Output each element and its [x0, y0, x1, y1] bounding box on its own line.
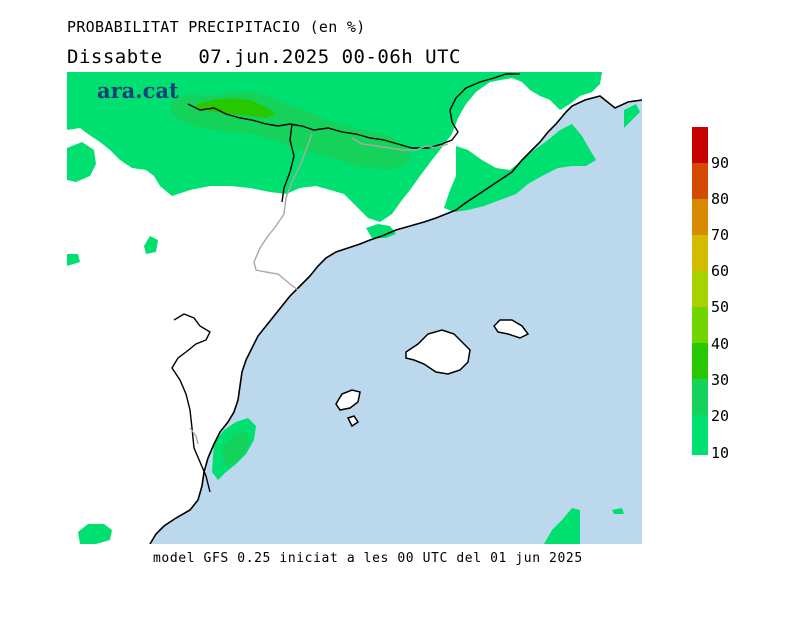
island-menorca	[493, 319, 530, 339]
legend-label: 80	[711, 190, 730, 208]
chart-title: PROBABILITAT PRECIPITACIO (en %)	[67, 18, 366, 36]
legend-label: 20	[711, 407, 730, 425]
legend-band-90	[692, 127, 708, 163]
border-france-spain	[187, 73, 520, 149]
province-borders	[189, 133, 449, 445]
coastline	[149, 95, 642, 544]
land-mainland	[67, 72, 642, 544]
island-mallorca	[405, 329, 471, 375]
legend-band-50	[692, 271, 708, 307]
legend-band-80	[692, 163, 708, 199]
legend-band-20	[692, 379, 708, 415]
precip-30-40-areas	[196, 98, 276, 118]
legend-band-30	[692, 343, 708, 379]
legend-label: 90	[711, 154, 730, 172]
forecast-period: Dissabte 07.jun.2025 00-06h UTC	[67, 46, 461, 68]
legend-band-60	[692, 235, 708, 271]
precipitation-map	[67, 72, 642, 544]
legend-band-70	[692, 199, 708, 235]
legend-label: 50	[711, 298, 730, 316]
model-info: model GFS 0.25 iniciat a les 00 UTC del …	[153, 551, 583, 566]
island-formentera	[346, 415, 360, 428]
border-west	[171, 313, 211, 493]
ara-cat-logo: ara.cat	[97, 78, 179, 103]
border-aragon-catalonia	[281, 123, 295, 203]
legend-label: 10	[711, 444, 730, 462]
legend-label: 60	[711, 262, 730, 280]
legend-label: 70	[711, 226, 730, 244]
legend-label: 40	[711, 335, 730, 353]
legend-label: 30	[711, 371, 730, 389]
legend-band-10	[692, 415, 708, 455]
island-ibiza	[335, 389, 361, 411]
legend-band-40	[692, 307, 708, 343]
